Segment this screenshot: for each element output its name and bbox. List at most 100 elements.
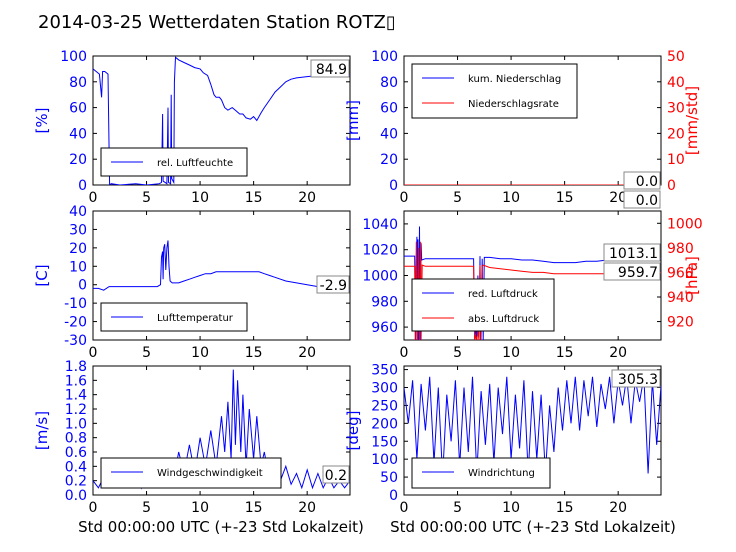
y-tick-label: 0.6 [65,445,87,461]
x-tick-label: 20 [298,190,316,206]
x-tick-label: 0 [400,190,409,206]
y-tick-label: 350 [371,363,398,379]
y-tick-label: 60 [69,101,87,117]
y-tick-label: 0 [78,278,87,294]
y-tick-label: 20 [69,241,87,257]
current-value-label: 84.9 [316,62,347,78]
current-value-box [603,262,661,281]
current-value-box [623,171,661,190]
y-tick-label: 100 [60,49,87,65]
current-value-label: 0.2 [325,468,347,484]
y-tick-label-right: 50 [667,49,685,65]
current-value-label: -2.9 [320,278,347,294]
legend-box [411,457,551,489]
figure-title: 2014-03-25 Wetterdaten Station ROTZ▯ [38,12,396,33]
legend-label: kum. Niederschlag [468,74,561,85]
y-tick-label: 1040 [362,217,398,233]
y-tick-label-right: 1000 [667,216,703,232]
legend-box [411,63,578,119]
x-tick-label: 20 [298,500,316,516]
panel-windspeed: 0 5 10 15 200.00.20.40.60.81.01.21.41.61.8[m… [33,359,351,516]
current-value-box [623,190,661,209]
legend-label: Windrichtung [468,468,535,479]
y-tick-label: 1000 [362,269,398,285]
panel-winddirection: 0 5 10 15 20050100150200250300350[deg]305.3W… [344,363,662,516]
x-tick-label: 0 [89,500,98,516]
y-tick-label-right: 20 [667,126,685,142]
y-axis-label: [C] [33,264,51,286]
y-tick-label: -30 [64,333,87,349]
x-tick-label: 10 [191,190,209,206]
y-axis-label: [mm] [344,100,362,141]
y-tick-label: 50 [380,470,398,486]
y-tick-label-right: 980 [667,241,694,257]
legend-box [100,457,282,489]
legend-label: Niederschlagsrate [468,99,559,110]
y-tick-label: 250 [371,398,398,414]
y-tick-label: 0.4 [65,459,87,475]
y-tick-label: 20 [69,152,87,168]
current-value-box [322,465,350,484]
legend-label: Windgeschwindigkeit [157,468,263,479]
y-tick-label: 0.2 [65,474,87,490]
current-value-label: 0.0 [636,174,658,190]
x-tick-label: 0 [400,345,409,361]
y-tick-label: 0.0 [65,488,87,504]
x-tick-label: 5 [453,500,462,516]
x-tick-label: 5 [453,345,462,361]
series-line [93,56,350,185]
current-value-label: 1013.1 [609,246,658,262]
x-tick-label: 0 [89,190,98,206]
legend-box [411,278,555,332]
x-tick-label: 0 [89,345,98,361]
x-tick-label: 10 [502,345,520,361]
y-tick-label: 10 [69,259,87,275]
legend-label: Lufttemperatur [157,313,234,324]
y-tick-label-right: 960 [667,265,694,281]
y-tick-label: 1.0 [65,416,87,432]
y-tick-label: 1.2 [65,402,87,418]
y-tick-label: 1.4 [65,388,87,404]
x-tick-label: 5 [142,500,151,516]
x-tick-label: 5 [142,190,151,206]
y-tick-label: 1020 [362,243,398,259]
current-value-label: 305.3 [618,372,658,388]
x-tick-label: 10 [191,345,209,361]
y-tick-label: 0 [389,178,398,194]
y-tick-label: 200 [371,416,398,432]
current-value-box [310,59,350,78]
y-tick-label-right: 10 [667,152,685,168]
y-axis-label: [m/s] [33,411,51,450]
y-tick-label-right: 30 [667,101,685,117]
y-tick-label: 1.8 [65,359,87,375]
panel-temperature: 0 5 10 15 20 -30 -20 -10 0 10 20 30 40 [C] -2.9 Lufttem… [33,204,351,361]
x-tick-label: 20 [609,500,627,516]
y-tick-label: 980 [371,294,398,310]
y-tick-label: 100 [371,49,398,65]
y-tick-label: 0 [389,488,398,504]
x-tick-label: 15 [556,345,574,361]
y-tick-label-right: 0 [667,178,676,194]
current-value-label: 0.0 [636,193,658,209]
y-axis-label-right: [hPa] [683,256,701,295]
y-axis-label-right: [mm/std] [683,86,701,155]
y-tick-label: 0.8 [65,431,87,447]
current-value-label: 959.7 [618,265,658,281]
x-axis-label-left: Std 00:00:00 UTC (+-23 Std Lokalzeit) [78,518,364,536]
x-tick-label: 20 [609,190,627,206]
y-tick-label: 30 [69,222,87,238]
y-axis-label: [deg] [344,411,362,451]
y-tick-label: 20 [380,152,398,168]
y-tick-label-right: 940 [667,290,694,306]
panel-pressure: 0 5 10 15 20 960 980 1000 1020 1040 920 940 960 980 10… [362,210,703,361]
current-value-box [603,243,661,262]
y-tick-label-right: 920 [667,315,694,331]
x-tick-label: 15 [245,190,263,206]
legend-label: red. Luftdruck [468,289,538,300]
series-line [93,240,350,291]
y-tick-label-right: 40 [667,75,685,91]
y-tick-label: -10 [64,296,87,312]
x-tick-label: 15 [556,500,574,516]
